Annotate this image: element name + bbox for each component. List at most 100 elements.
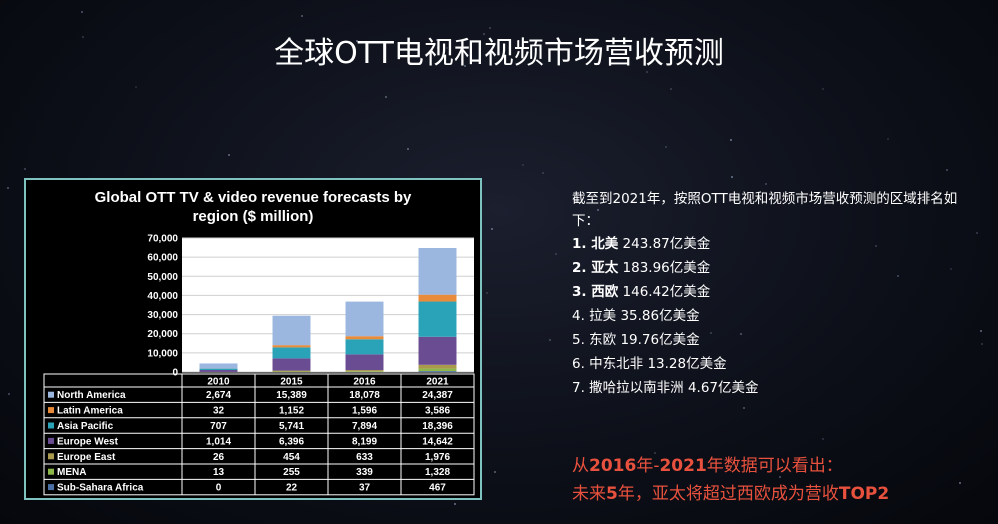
star-dot [822, 87, 825, 90]
legend-series-name: Europe East [57, 452, 116, 463]
ranking-value: 13.28亿美金 [643, 356, 727, 372]
ranking-item: 1. 北美 243.87亿美金 [572, 232, 982, 256]
bar-segment [272, 347, 311, 359]
data-table-value: 1,014 [206, 436, 231, 447]
bar-segment [418, 294, 457, 302]
star-dot [355, 40, 358, 43]
y-tick-label: 50,000 [147, 272, 178, 283]
data-table-value: 2,674 [206, 390, 231, 401]
y-tick-label: 70,000 [147, 234, 178, 245]
bar-segment [345, 370, 384, 372]
bar-segment [418, 247, 457, 295]
ranking-item: 4. 拉美 35.86亿美金 [572, 304, 982, 328]
y-tick-label: 40,000 [147, 291, 178, 302]
star-dot [980, 330, 983, 333]
star-dot [765, 182, 768, 185]
star-dot [646, 70, 649, 73]
ranking-panel: 截至到2021年，按照OTT电视和视频市场营收预测的区域排名如下： 1. 北美 … [572, 188, 982, 400]
legend-swatch [48, 422, 54, 429]
ranking-region: 5. 东欧 [572, 332, 617, 348]
star-dot [596, 208, 599, 211]
legend-series-name: Asia Pacific [57, 421, 114, 432]
slide-title: 全球OTT电视和视频市场营收预测 [274, 36, 724, 71]
ranking-intro: 截至到2021年，按照OTT电视和视频市场营收预测的区域排名如下： [572, 191, 958, 229]
data-table-value: 14,642 [422, 436, 453, 447]
ranking-item: 2. 亚太 183.96亿美金 [572, 256, 982, 280]
data-table-value: 0 [216, 483, 222, 494]
star-dot [522, 163, 525, 166]
bar-segment [199, 369, 238, 372]
ranking-region: 4. 拉美 [572, 308, 617, 324]
legend-series-name: North America [57, 390, 126, 401]
ranking-region: 7. 撒哈拉以南非洲 [572, 380, 684, 396]
bar-segment [272, 345, 311, 348]
bar-segment [418, 368, 457, 372]
star-dot [653, 452, 656, 455]
star-dot [541, 171, 544, 174]
star-dot [23, 168, 26, 171]
legend-series-name: MENA [57, 467, 86, 478]
star-dot [8, 393, 11, 396]
star-dot [709, 332, 712, 335]
star-dot [453, 502, 456, 505]
star-dot [887, 137, 890, 140]
data-table-value: 18,396 [422, 421, 453, 432]
star-dot [435, 39, 438, 42]
star-dot [490, 228, 493, 231]
y-tick-label: 10,000 [147, 348, 178, 359]
star-dot [406, 147, 409, 150]
y-tick-label: 0 [172, 368, 178, 379]
data-table-value: 339 [356, 467, 373, 478]
star-dot [489, 27, 492, 30]
data-table-value: 3,586 [425, 406, 450, 417]
data-table-value: 8,199 [352, 436, 377, 447]
star-dot [436, 46, 439, 49]
bar-segment [272, 315, 311, 346]
ranking-region: 2. 亚太 [572, 260, 619, 276]
data-table-value: 1,596 [352, 406, 377, 417]
data-table-value: 1,328 [425, 467, 450, 478]
bar-segment [272, 370, 311, 372]
conclusion-line-1: 从2016年-2021年数据可以看出： [572, 456, 843, 476]
chart-title-text: Global OTT TV & video revenue forecasts … [94, 189, 412, 225]
x-category-label: 2021 [426, 377, 449, 388]
ranking-value: 243.87亿美金 [618, 236, 711, 252]
data-table-value: 633 [356, 452, 373, 463]
legend-swatch [48, 391, 54, 398]
data-table-value: 255 [283, 467, 300, 478]
star-dot [975, 231, 978, 234]
data-table-value: 7,894 [352, 421, 377, 432]
data-table-value: 1,152 [279, 406, 304, 417]
star-dot [554, 253, 557, 256]
bar-segment [345, 371, 384, 372]
stacked-bar-chart: 0 10,000 20,000 30,000 40,000 50,000 60,000 70,… [43, 234, 475, 496]
star-dot [897, 274, 899, 277]
legend-series-name: Latin America [57, 406, 123, 417]
star-dot [80, 10, 83, 13]
bar-segment [345, 336, 384, 340]
ranking-region: 3. 西欧 [572, 284, 619, 300]
data-table-value: 26 [213, 452, 225, 463]
star-dot [739, 332, 742, 335]
ranking-value: 146.42亿美金 [618, 284, 711, 300]
star-dot [82, 35, 85, 38]
legend-swatch [48, 484, 54, 491]
conclusion-note: 从2016年-2021年数据可以看出： 未来5年，亚太将超过西欧成为营收TOP2 [572, 452, 992, 508]
star-dot [980, 342, 983, 345]
data-table-value: 13 [213, 467, 225, 478]
star-dot [743, 406, 746, 409]
legend-series-name: Sub-Sahara Africa [57, 483, 144, 494]
bar-segment [345, 301, 384, 337]
data-table-value: 6,396 [279, 436, 304, 447]
x-category-label: 2010 [207, 377, 230, 388]
star-dot [729, 138, 732, 141]
conclusion-line-2: 未来5年，亚太将超过西欧成为营收TOP2 [572, 484, 890, 504]
star-dot [135, 85, 138, 88]
bar-segment [272, 358, 311, 371]
star-dot [779, 475, 782, 478]
data-table-value: 24,387 [422, 390, 453, 401]
star-dot [958, 481, 961, 484]
bar-segment [418, 336, 457, 365]
ranking-value: 183.96亿美金 [618, 260, 711, 276]
star-dot [670, 87, 673, 90]
